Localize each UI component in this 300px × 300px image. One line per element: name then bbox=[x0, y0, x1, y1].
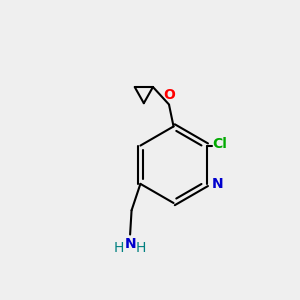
Text: O: O bbox=[163, 88, 175, 102]
Text: H: H bbox=[114, 241, 124, 255]
Text: H: H bbox=[136, 241, 146, 255]
Text: N: N bbox=[212, 177, 224, 191]
Text: Cl: Cl bbox=[213, 137, 227, 151]
Text: N: N bbox=[124, 237, 136, 251]
